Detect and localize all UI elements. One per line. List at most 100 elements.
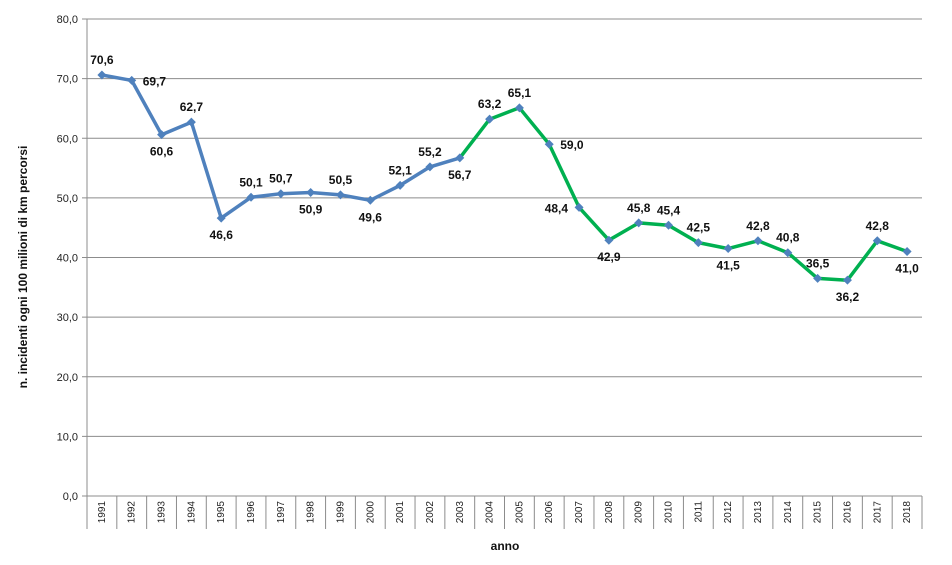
data-label: 52,1 [388,163,412,177]
axes [86,19,923,529]
data-label: 55,2 [418,145,442,159]
y-tick-label: 80,0 [57,14,78,26]
y-tick-label: 40,0 [57,253,78,265]
y-tick-label: 50,0 [57,193,78,205]
x-tick-label: 2002 [425,501,436,524]
x-tick-label: 1997 [276,501,287,524]
data-labels: 70,6 69,7 60,6 62,7 46,6 50,1 50,7 50,9 50,5 49,6… [90,53,919,304]
data-point-marker [306,188,316,198]
data-label: 42,5 [687,221,711,235]
data-label: 36,5 [806,256,830,270]
data-markers [97,70,912,285]
x-tick-label: 2003 [455,501,466,524]
x-tick-label: 2018 [902,501,913,524]
x-tick-label: 2014 [783,501,794,524]
data-point-marker [485,114,495,124]
data-point-marker [365,195,375,205]
data-label: 40,8 [776,231,800,245]
y-axis-title: n. incidenti ogni 100 milioni di km perc… [16,146,30,389]
data-point-marker [157,130,167,140]
x-tick-label: 2015 [813,501,824,524]
y-tick-label: 0,0 [63,491,78,503]
data-point-marker [395,180,405,190]
data-point-marker [693,238,703,248]
data-label: 36,2 [836,290,860,304]
data-label: 63,2 [478,97,502,111]
gridlines [82,18,922,497]
data-label: 50,9 [299,203,323,217]
data-label: 42,9 [597,250,621,264]
data-label: 50,1 [239,175,263,189]
x-tick-label: 2017 [872,501,883,524]
data-label: 48,4 [545,201,569,215]
x-tick-label: 1994 [186,501,197,524]
x-tick-label: 2013 [753,501,764,524]
data-point-marker [604,235,614,245]
data-point-marker [335,190,345,200]
data-point-marker [872,236,882,246]
x-tick-label: 2010 [664,501,675,524]
x-tick-label: 1991 [97,501,108,524]
x-tick-label: 2005 [514,501,525,524]
x-axis-tick-labels: 1991 1992 1993 1994 1995 1996 1997 1998 1999 2000… [97,501,913,524]
data-point-marker [664,220,674,230]
x-tick-label: 2007 [574,501,585,524]
data-point-marker [127,75,137,85]
data-point-marker [544,139,554,149]
data-point-marker [246,192,256,202]
y-tick-label: 20,0 [57,372,78,384]
data-label: 69,7 [143,74,167,88]
data-point-marker [634,218,644,228]
x-tick-label: 1998 [306,501,317,524]
data-label: 49,6 [359,210,383,224]
data-label: 65,1 [508,86,532,100]
x-axis-title: anno [491,539,520,553]
x-tick-label: 1992 [127,501,138,524]
x-tick-label: 2001 [395,501,406,524]
data-label: 60,6 [150,145,174,159]
data-point-marker [216,213,226,223]
x-tick-label: 1996 [246,501,257,524]
data-point-marker [514,103,524,113]
data-label: 50,7 [269,172,293,186]
x-tick-label: 1995 [216,501,227,524]
data-point-marker [813,273,823,283]
data-label: 62,7 [180,100,204,114]
series-line-2003-2018 [458,106,908,282]
y-tick-label: 60,0 [57,133,78,145]
data-label: 45,4 [657,203,681,217]
data-label: 59,0 [560,138,584,152]
x-tick-label: 2012 [723,501,734,524]
x-tick-label: 2004 [485,501,496,524]
x-tick-label: 1999 [335,501,346,524]
data-point-marker [783,248,793,258]
data-label: 45,8 [627,201,651,215]
x-tick-label: 1993 [157,501,168,524]
data-label: 70,6 [90,53,114,67]
data-label: 42,8 [866,219,890,233]
y-tick-label: 70,0 [57,74,78,86]
data-label: 41,5 [716,259,740,273]
data-label: 56,7 [448,168,472,182]
data-label: 50,5 [329,173,353,187]
data-point-marker [902,247,912,257]
y-tick-label: 10,0 [57,431,78,443]
x-tick-label: 2016 [842,501,853,524]
series-lines [101,73,908,282]
x-tick-label: 2009 [634,501,645,524]
y-tick-label: 30,0 [57,312,78,324]
data-point-marker [425,162,435,172]
data-point-marker [186,117,196,127]
data-point-marker [276,189,286,199]
y-axis-tick-labels: 0,0 10,0 20,0 30,0 40,0 50,0 60,0 70,0 80,0 [57,14,78,503]
data-point-marker [723,244,733,254]
data-point-marker [753,236,763,246]
data-point-marker [455,153,465,163]
data-label: 42,8 [746,219,770,233]
x-tick-label: 2000 [365,501,376,524]
x-tick-label: 2008 [604,501,615,524]
data-point-marker [574,202,584,212]
data-point-marker [97,70,107,80]
data-point-marker [842,275,852,285]
